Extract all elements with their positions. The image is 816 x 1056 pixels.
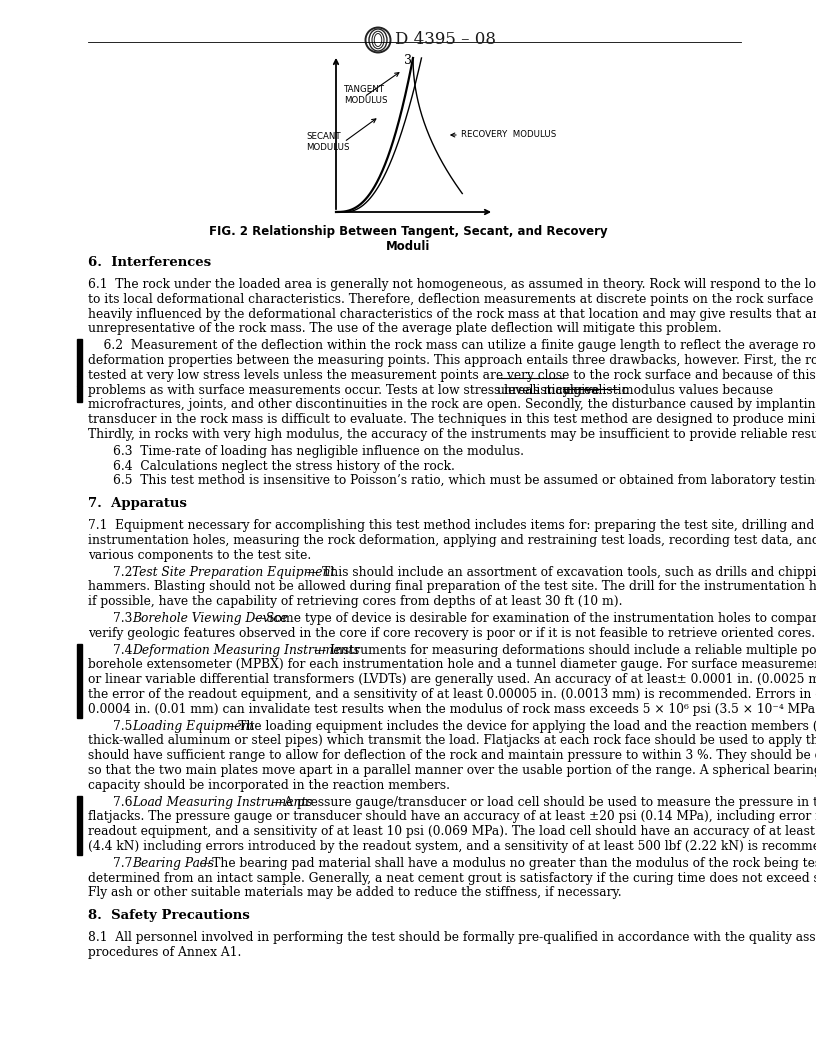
Text: so that the two main plates move apart in a parallel manner over the usable port: so that the two main plates move apart i…: [88, 763, 816, 777]
Text: Borehole Viewing Device: Borehole Viewing Device: [132, 612, 288, 625]
Text: 7.6: 7.6: [113, 795, 136, 809]
Text: Bearing Pads: Bearing Pads: [132, 856, 215, 870]
Bar: [77, 385, 82, 402]
Text: 7.3: 7.3: [113, 612, 136, 625]
Text: capacity should be incorporated in the reaction members.: capacity should be incorporated in the r…: [88, 778, 450, 792]
Text: procedures of Annex A1.: procedures of Annex A1.: [88, 946, 242, 959]
Text: unrealistic: unrealistic: [563, 383, 629, 397]
Text: problems as with surface measurements occur. Tests at low stress levels may give: problems as with surface measurements oc…: [88, 383, 603, 397]
Text: 6.5  This test method is insensitive to Poisson’s ratio, which must be assumed o: 6.5 This test method is insensitive to P…: [113, 474, 816, 488]
Text: 7.  Apparatus: 7. Apparatus: [88, 497, 187, 510]
Text: flatjacks. The pressure gauge or transducer should have an accuracy of at least : flatjacks. The pressure gauge or transdu…: [88, 810, 816, 824]
Text: 7.4: 7.4: [113, 643, 136, 657]
Text: to its local deformational characteristics. Therefore, deflection measurements a: to its local deformational characteristi…: [88, 293, 816, 306]
Text: tested at very low stress levels unless the measurement points are very close to: tested at very low stress levels unless …: [88, 369, 816, 382]
Text: Thirdly, in rocks with very high modulus, the accuracy of the instruments may be: Thirdly, in rocks with very high modulus…: [88, 428, 816, 441]
Text: 0.0004 in. (0.01 mm) can invalidate test results when the modulus of rock mass e: 0.0004 in. (0.01 mm) can invalidate test…: [88, 703, 816, 716]
Text: —The loading equipment includes the device for applying the load and the reactio: —The loading equipment includes the devi…: [225, 719, 816, 733]
Text: 6.  Interferences: 6. Interferences: [88, 256, 211, 269]
Text: Fly ash or other suitable materials may be added to reduce the stiffness, if nec: Fly ash or other suitable materials may …: [88, 886, 622, 900]
Text: thick-walled aluminum or steel pipes) which transmit the load. Flatjacks at each: thick-walled aluminum or steel pipes) wh…: [88, 734, 816, 748]
Text: modulus values because: modulus values because: [619, 383, 774, 397]
Text: TANGENT
MODULUS: TANGENT MODULUS: [344, 84, 388, 106]
Text: determined from an intact sample. Generally, a neat cement grout is satisfactory: determined from an intact sample. Genera…: [88, 871, 816, 885]
Text: SECANT
MODULUS: SECANT MODULUS: [306, 132, 349, 152]
Text: 8.  Safety Precautions: 8. Safety Precautions: [88, 909, 250, 922]
Text: verify geologic features observed in the core if core recovery is poor or if it : verify geologic features observed in the…: [88, 627, 815, 640]
Text: D 4395 – 08: D 4395 – 08: [395, 32, 496, 49]
Text: 6.4  Calculations neglect the stress history of the rock.: 6.4 Calculations neglect the stress hist…: [113, 459, 455, 473]
Text: RECOVERY  MODULUS: RECOVERY MODULUS: [461, 131, 557, 139]
Text: 8.1  All personnel involved in performing the test should be formally pre-qualif: 8.1 All personnel involved in performing…: [88, 931, 816, 944]
Text: 7.2: 7.2: [113, 566, 136, 579]
Text: various components to the test site.: various components to the test site.: [88, 549, 311, 562]
Text: unrepresentative of the rock mass. The use of the average plate deflection will : unrepresentative of the rock mass. The u…: [88, 322, 721, 336]
Text: Deformation Measuring Instruments: Deformation Measuring Instruments: [132, 643, 360, 657]
Text: 7.1  Equipment necessary for accomplishing this test method includes items for: : 7.1 Equipment necessary for accomplishin…: [88, 520, 816, 532]
Text: deformation properties between the measuring points. This approach entails three: deformation properties between the measu…: [88, 354, 816, 367]
Text: the error of the readout equipment, and a sensitivity of at least 0.00005 in. (0: the error of the readout equipment, and …: [88, 689, 816, 701]
Bar: [77, 795, 82, 854]
Text: — This should include an assortment of excavation tools, such as drills and chip: — This should include an assortment of e…: [307, 566, 816, 579]
Text: Loading Equipment: Loading Equipment: [132, 719, 255, 733]
Text: 6.3  Time-rate of loading has negligible influence on the modulus.: 6.3 Time-rate of loading has negligible …: [113, 445, 524, 458]
Text: should have sufficient range to allow for deflection of the rock and maintain pr: should have sufficient range to allow fo…: [88, 749, 816, 762]
Text: 3: 3: [404, 54, 412, 67]
Bar: [77, 339, 82, 385]
Text: 7.5: 7.5: [113, 719, 136, 733]
Text: Moduli: Moduli: [386, 240, 430, 252]
Text: Test Site Preparation Equipment: Test Site Preparation Equipment: [132, 566, 335, 579]
Text: (4.4 kN) including errors introduced by the readout system, and a sensitivity of: (4.4 kN) including errors introduced by …: [88, 840, 816, 853]
Text: FIG. 2 Relationship Between Tangent, Secant, and Recovery: FIG. 2 Relationship Between Tangent, Sec…: [209, 225, 607, 238]
Text: — Instruments for measuring deformations should include a reliable multiple posi: — Instruments for measuring deformations…: [314, 643, 816, 657]
Text: readout equipment, and a sensitivity of at least 10 psi (0.069 MPa). The load ce: readout equipment, and a sensitivity of …: [88, 825, 816, 838]
Text: Load Measuring Instruments: Load Measuring Instruments: [132, 795, 313, 809]
Text: —A pressure gauge/transducer or load cell should be used to measure the pressure: —A pressure gauge/transducer or load cel…: [273, 795, 816, 809]
Bar: [77, 643, 82, 718]
Text: —The bearing pad material shall have a modulus no greater than the modulus of th: —The bearing pad material shall have a m…: [199, 856, 816, 870]
Text: —Some type of device is desirable for examination of the instrumentation holes t: —Some type of device is desirable for ex…: [255, 612, 816, 625]
Text: 7.7: 7.7: [113, 856, 136, 870]
Text: microfractures, joints, and other discontinuities in the rock are open. Secondly: microfractures, joints, and other discon…: [88, 398, 816, 412]
Text: borehole extensometer (MPBX) for each instrumentation hole and a tunnel diameter: borehole extensometer (MPBX) for each in…: [88, 658, 816, 672]
Text: instrumentation holes, measuring the rock deformation, applying and restraining : instrumentation holes, measuring the roc…: [88, 534, 816, 547]
Text: or linear variable differential transformers (LVDTs) are generally used. An accu: or linear variable differential transfor…: [88, 673, 816, 686]
Text: heavily influenced by the deformational characteristics of the rock mass at that: heavily influenced by the deformational …: [88, 307, 816, 321]
Text: transducer in the rock mass is difficult to evaluate. The techniques in this tes: transducer in the rock mass is difficult…: [88, 413, 816, 427]
Text: if possible, have the capability of retrieving cores from depths of at least 30 : if possible, have the capability of retr…: [88, 596, 623, 608]
Text: 6.2  Measurement of the deflection within the rock mass can utilize a finite gau: 6.2 Measurement of the deflection within…: [88, 339, 816, 353]
Text: 6.1  The rock under the loaded area is generally not homogeneous, as assumed in : 6.1 The rock under the loaded area is ge…: [88, 278, 816, 291]
Text: hammers. Blasting should not be allowed during final preparation of the test sit: hammers. Blasting should not be allowed …: [88, 581, 816, 593]
Text: unrealistical: unrealistical: [497, 383, 574, 397]
